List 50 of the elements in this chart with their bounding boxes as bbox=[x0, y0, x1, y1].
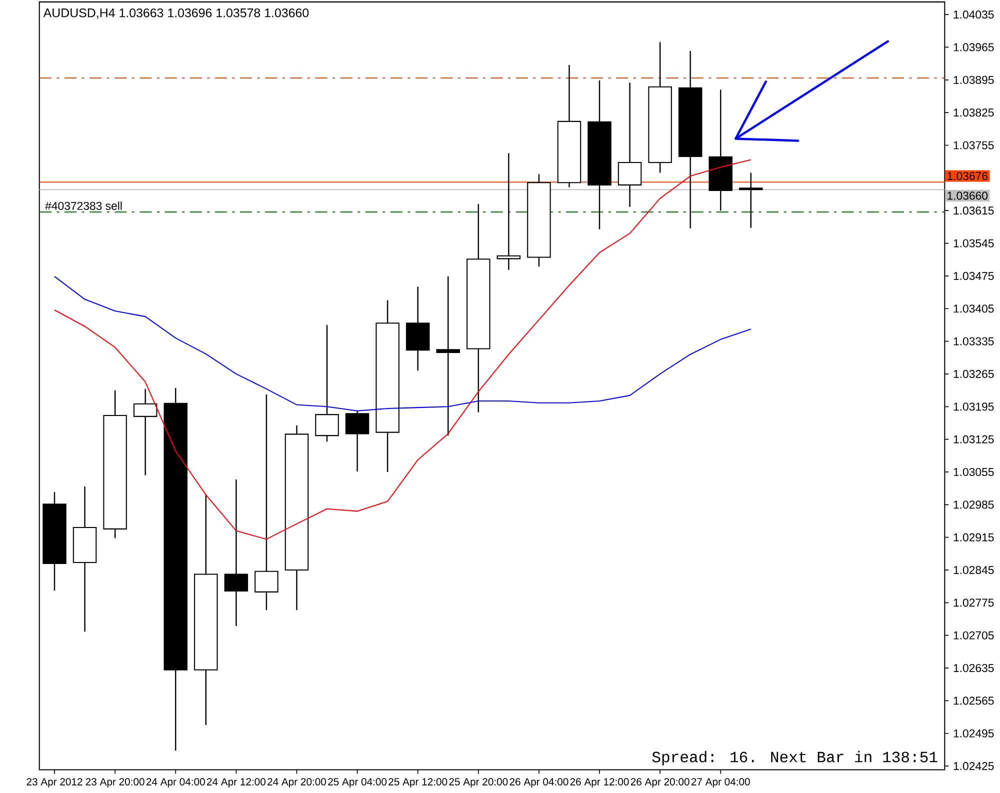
candlestick bbox=[496, 152, 521, 270]
y-tick-label: 1.02915 bbox=[954, 533, 994, 542]
x-tick-label: 25 Apr 12:00 bbox=[388, 778, 448, 788]
candlestick bbox=[254, 394, 278, 611]
ref-line-label: #40372383 sell bbox=[45, 201, 122, 210]
x-tick-label: 27 Apr 04:00 bbox=[691, 778, 750, 788]
y-tick-label: 1.02705 bbox=[954, 631, 994, 640]
y-tick-label: 1.02775 bbox=[954, 598, 994, 607]
y-tick-label: 1.03195 bbox=[954, 402, 994, 411]
candlestick bbox=[315, 324, 339, 442]
x-tick-label: 24 Apr 04:00 bbox=[146, 778, 205, 788]
candlestick bbox=[345, 410, 370, 472]
y-tick-label: 1.03055 bbox=[954, 468, 994, 476]
x-tick-label: 26 Apr 20:00 bbox=[630, 778, 690, 788]
y-tick-label: 1.03405 bbox=[954, 304, 994, 313]
chart-title: AUDUSD,H4 1.03663 1.03696 1.03578 1.03660 bbox=[43, 8, 309, 19]
candlestick bbox=[618, 82, 642, 208]
ref-line-label: 1.03676 bbox=[948, 172, 988, 180]
y-tick-label: 1.03895 bbox=[954, 76, 994, 84]
y-tick-label: 1.02985 bbox=[954, 500, 994, 509]
y-tick-label: 1.04035 bbox=[954, 10, 994, 18]
y-tick-label: 1.03615 bbox=[954, 206, 994, 215]
y-tick-label: 1.02495 bbox=[954, 729, 994, 738]
candlestick bbox=[739, 172, 763, 228]
y-tick-label: 1.03475 bbox=[954, 272, 994, 280]
candlestick bbox=[133, 388, 158, 476]
x-tick-label: 23 Apr 20:00 bbox=[86, 778, 144, 788]
candlestick bbox=[224, 478, 248, 627]
y-tick-label: 1.03265 bbox=[954, 370, 994, 378]
y-tick-label: 1.02425 bbox=[954, 762, 994, 770]
y-tick-label: 1.02635 bbox=[954, 664, 994, 672]
x-tick-label: 24 Apr 20:00 bbox=[268, 778, 326, 788]
y-tick-label: 1.03825 bbox=[954, 108, 994, 116]
y-tick-label: 1.03965 bbox=[954, 43, 994, 52]
ref-line-label: 1.03660 bbox=[948, 192, 988, 200]
x-tick-label: 25 Apr 20:00 bbox=[449, 778, 508, 788]
y-tick-label: 1.03335 bbox=[954, 337, 994, 346]
x-tick-label: 23 Apr 2012 bbox=[26, 778, 82, 788]
line-series bbox=[54, 276, 752, 412]
y-tick-label: 1.02565 bbox=[954, 696, 994, 705]
annotation: Spread: 16. Next Bar in 138:51 bbox=[652, 750, 938, 766]
x-tick-label: 26 Apr 12:00 bbox=[570, 778, 629, 788]
x-tick-label: 24 Apr 12:00 bbox=[206, 778, 266, 788]
y-tick-label: 1.03125 bbox=[954, 435, 994, 444]
y-tick-label: 1.02845 bbox=[954, 566, 994, 574]
y-tick-label: 1.03755 bbox=[954, 141, 994, 150]
x-tick-label: 25 Apr 04:00 bbox=[328, 778, 387, 788]
x-tick-label: 26 Apr 04:00 bbox=[510, 778, 568, 788]
y-tick-label: 1.03545 bbox=[954, 239, 994, 248]
candlestick bbox=[436, 276, 460, 436]
